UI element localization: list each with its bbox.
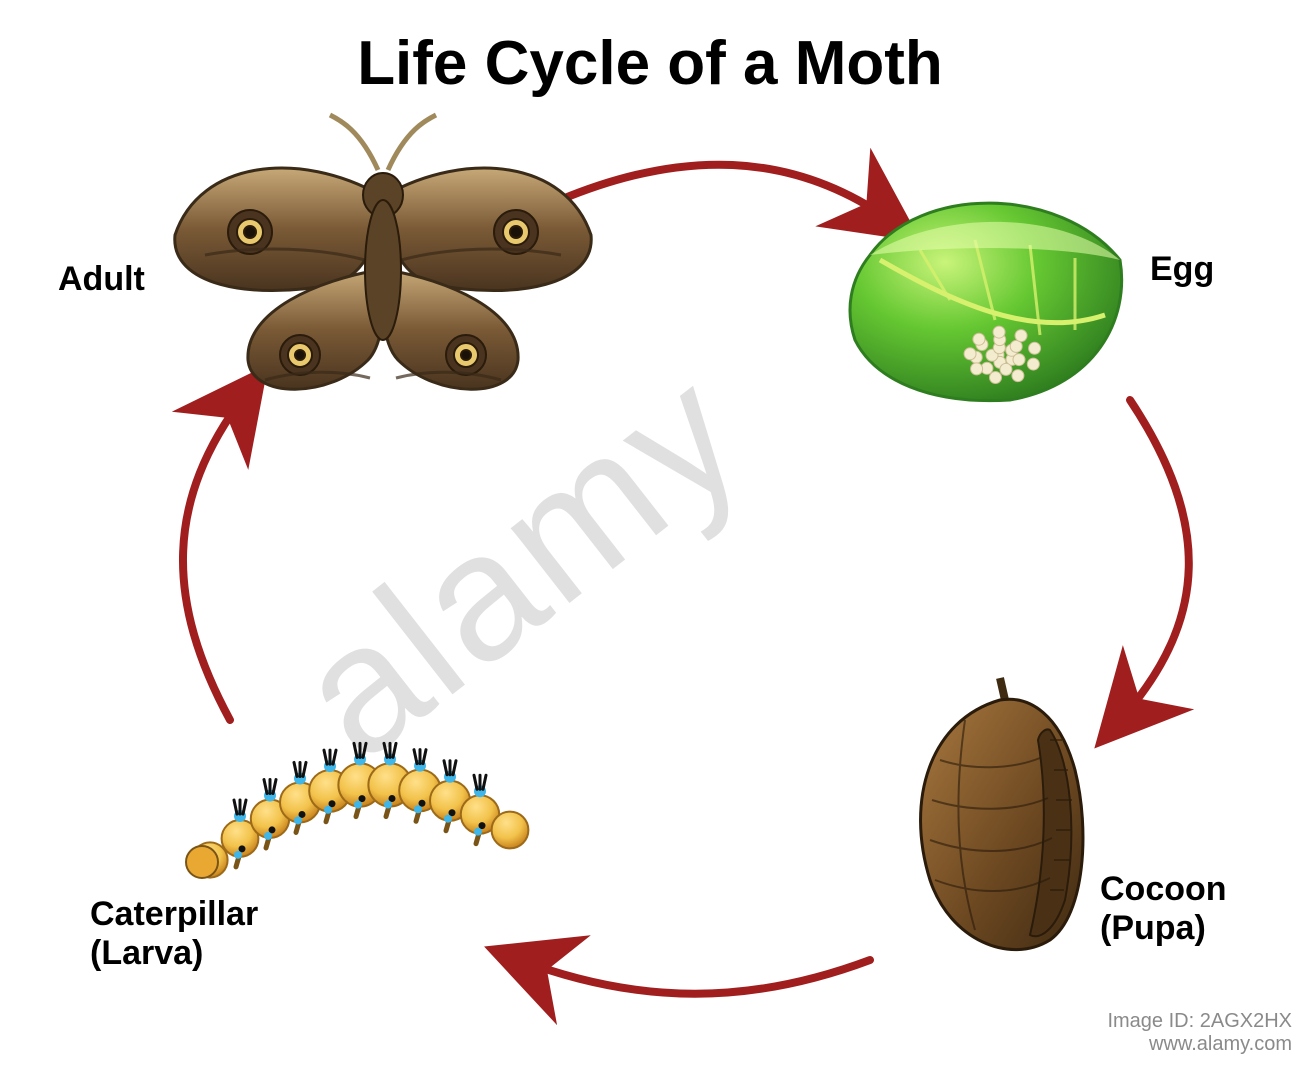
label-egg: Egg — [1150, 250, 1214, 289]
label-cocoon: Cocoon (Pupa) — [1100, 870, 1227, 948]
label-larva: Caterpillar (Larva) — [90, 895, 258, 973]
arrow-egg-to-cocoon — [1120, 400, 1189, 720]
arrow-cocoon-to-larva — [520, 960, 870, 994]
moth-icon — [175, 115, 591, 389]
arrow-larva-to-adult — [183, 395, 245, 720]
arrow-adult-to-egg — [560, 165, 890, 220]
leaf-eggs-icon — [850, 203, 1122, 401]
label-adult: Adult — [58, 260, 145, 299]
watermark-attribution: Image ID: 2AGX2HX www.alamy.com — [1107, 1010, 1292, 1056]
cocoon-icon — [921, 678, 1083, 950]
caterpillar-icon — [186, 743, 528, 878]
